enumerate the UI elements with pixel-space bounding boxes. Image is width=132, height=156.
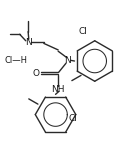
Text: O: O (32, 69, 39, 78)
Text: N: N (65, 56, 71, 65)
Text: Cl: Cl (69, 114, 78, 123)
Text: Cl—H: Cl—H (4, 56, 27, 65)
Text: Cl: Cl (79, 27, 87, 36)
Text: N: N (25, 38, 32, 47)
Text: NH: NH (51, 85, 65, 94)
